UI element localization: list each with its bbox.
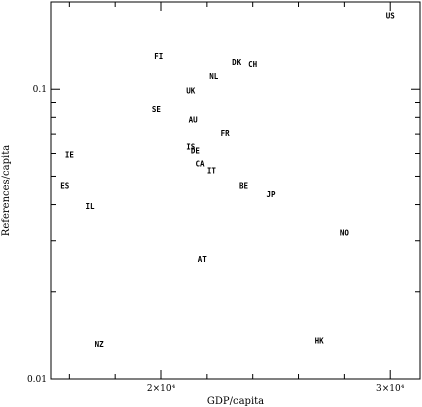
point-nl: NL [209,72,219,81]
point-be: BE [239,182,249,191]
y-tick-label: 0.1 [33,85,47,95]
point-fr: FR [221,129,231,138]
plot-frame [50,1,421,380]
point-ca: CA [195,159,205,168]
point-uk: UK [186,86,196,95]
tick-labels: 2×10⁴ 3×10⁴ 0.01 0.1 [27,85,405,394]
point-nz: NZ [95,340,105,349]
point-ch: CH [248,60,258,69]
point-jp: JP [267,190,277,199]
y-axis-label: References/capita [1,145,12,236]
point-fi: FI [154,52,163,61]
point-se: SE [152,105,162,114]
point-at: AT [198,255,208,264]
point-hk: HK [315,336,325,345]
y-tick-label: 0.01 [27,375,47,385]
point-no: NO [340,229,350,238]
x-tick-label: 2×10⁴ [147,384,176,394]
axis-ticks [51,1,420,380]
point-it: IT [207,166,217,175]
x-axis-label: GDP/capita [207,396,264,407]
point-es: ES [60,182,70,191]
point-de: DE [191,146,201,155]
point-il: IL [85,202,95,211]
point-au: AU [189,116,199,125]
point-is: IS [186,142,196,151]
point-ie: IE [65,151,75,160]
point-dk: DK [232,58,242,67]
x-tick-label: 3×10⁴ [376,384,405,394]
point-us: US [386,11,396,20]
